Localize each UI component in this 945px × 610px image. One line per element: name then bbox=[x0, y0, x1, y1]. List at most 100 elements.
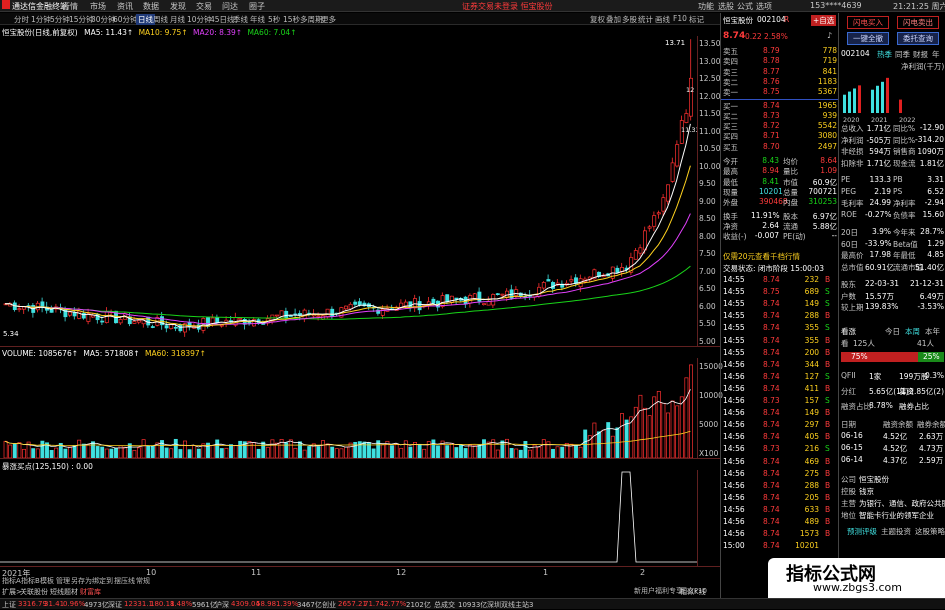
period-5min[interactable]: 5分钟 bbox=[50, 15, 70, 24]
side-tab-year[interactable]: 年 bbox=[932, 50, 940, 59]
tab-guanlian[interactable]: 关联股份 bbox=[20, 588, 48, 596]
menu-faxian[interactable]: 发现 bbox=[170, 2, 186, 11]
sell-row[interactable]: 卖二 8.76 1183 bbox=[721, 77, 839, 87]
volume-chart[interactable] bbox=[0, 358, 698, 458]
volume-bar bbox=[592, 422, 597, 458]
buy-row[interactable]: 买五 8.70 2497 bbox=[721, 142, 839, 152]
sentiment-tab-week[interactable]: 本周 bbox=[905, 327, 920, 336]
tab-bangding[interactable]: 绑定到 bbox=[92, 577, 113, 585]
qfii-label: QFII bbox=[841, 371, 856, 380]
period-more[interactable]: 更多 bbox=[321, 15, 336, 24]
buy-row[interactable]: 买二 8.73 939 bbox=[721, 111, 839, 121]
menu-wenda[interactable]: 问达 bbox=[222, 2, 238, 11]
tab-zhibiao-b[interactable]: 指标B bbox=[21, 577, 40, 585]
tab-caifuku[interactable]: 财富库 bbox=[80, 588, 101, 596]
sell-row[interactable]: 卖三 8.77 841 bbox=[721, 67, 839, 77]
menu-shuju[interactable]: 数据 bbox=[143, 2, 159, 11]
idx-cy-name[interactable]: 创业 bbox=[322, 601, 336, 609]
tick-volume: 149 bbox=[804, 299, 819, 309]
side-tab-hot[interactable]: 热季 bbox=[877, 50, 892, 59]
flash-sell-button[interactable]: 闪电卖出 bbox=[897, 16, 939, 29]
period-15min[interactable]: 15分钟 bbox=[69, 15, 94, 24]
menu-xuanxiang[interactable]: 选项 bbox=[756, 2, 772, 11]
menu-gongneng[interactable]: 功能 bbox=[698, 2, 714, 11]
tab-duanxian[interactable]: 短线题材 bbox=[50, 588, 78, 596]
tab-moban[interactable]: 模板 bbox=[40, 577, 54, 585]
buy-row[interactable]: 买四 8.71 3080 bbox=[721, 131, 839, 141]
candle-body bbox=[201, 317, 206, 331]
link-forecast[interactable]: 预测评级 bbox=[847, 527, 877, 536]
period-quarter[interactable]: 季线 bbox=[233, 15, 248, 24]
tab-xiangsi[interactable]: 相似K线 bbox=[680, 588, 706, 596]
period-daily[interactable]: 日线 bbox=[136, 14, 155, 25]
promo-qiandang[interactable]: 仅需20元查看千档行情 bbox=[723, 252, 801, 261]
buy-row[interactable]: 买一 8.74 1965 bbox=[721, 101, 839, 111]
side-tab-report[interactable]: 财报 bbox=[913, 50, 928, 59]
period-year[interactable]: 年线 bbox=[250, 15, 265, 24]
period-multi[interactable]: 多周期 bbox=[300, 15, 323, 24]
tab-f10[interactable]: 图文F10 bbox=[680, 587, 707, 595]
sentiment-tab-year[interactable]: 本年 bbox=[925, 327, 940, 336]
user-phone[interactable]: 153****4639 bbox=[810, 1, 862, 10]
period-1min[interactable]: 1分钟 bbox=[31, 15, 51, 24]
tab-baiyaxian[interactable]: 摆压线 bbox=[114, 577, 135, 585]
tool-tongji[interactable]: 统计 bbox=[638, 15, 653, 24]
cancel-all-button[interactable]: 一键全撤 bbox=[847, 32, 889, 45]
volume-bar bbox=[472, 445, 477, 458]
qfii-value-2: 融券占比 bbox=[899, 402, 929, 411]
tool-diejia[interactable]: 叠加 bbox=[606, 15, 621, 24]
sell-row[interactable]: 卖五 8.79 778 bbox=[721, 46, 839, 56]
sentiment-tab-today[interactable]: 今日 bbox=[885, 327, 900, 336]
period-fenshi[interactable]: 分时 bbox=[14, 15, 29, 24]
tab-kuozhan[interactable]: 扩展> bbox=[2, 588, 22, 596]
tool-huaxian[interactable]: 画线 bbox=[655, 15, 670, 24]
period-10min[interactable]: 10分钟 bbox=[187, 15, 212, 24]
volume-legend: VOLUME: 1085676↑ MA5: 571808↑ MA60: 3183… bbox=[2, 349, 206, 358]
tab-lingcunwei[interactable]: 另存为 bbox=[71, 577, 92, 585]
sell-row[interactable]: 卖一 8.75 5367 bbox=[721, 87, 839, 97]
tool-duogu[interactable]: 多股 bbox=[622, 15, 637, 24]
period-15sec[interactable]: 15秒 bbox=[283, 15, 301, 24]
tab-changgui[interactable]: 常规 bbox=[136, 577, 150, 585]
menu-zixun[interactable]: 资讯 bbox=[117, 2, 133, 11]
period-30min[interactable]: 30分钟 bbox=[91, 15, 116, 24]
period-monthly[interactable]: 月线 bbox=[170, 15, 185, 24]
period-45day[interactable]: 45日线 bbox=[210, 15, 235, 24]
period-60min[interactable]: 60分钟 bbox=[113, 15, 138, 24]
buy-row[interactable]: 买三 8.72 5542 bbox=[721, 121, 839, 131]
menu-hangqing[interactable]: 行情 bbox=[62, 2, 78, 11]
menu-xuangu[interactable]: 选股 bbox=[718, 2, 734, 11]
price-axis-label: 8.50 bbox=[699, 214, 716, 223]
server-name[interactable]: 深圳双线主站3 bbox=[487, 601, 534, 609]
add-favorite-button[interactable]: +自选 bbox=[811, 15, 837, 26]
idx-hs-name[interactable]: 沪深 bbox=[215, 601, 229, 609]
promo-newuser[interactable]: 新用户福利专享 bbox=[634, 587, 683, 595]
flash-buy-button[interactable]: 闪电买入 bbox=[847, 16, 889, 29]
period-weekly[interactable]: 周线 bbox=[153, 15, 168, 24]
sell-row[interactable]: 卖四 8.78 719 bbox=[721, 56, 839, 66]
idx-sh-name[interactable]: 上证 bbox=[2, 601, 16, 609]
tab-guanli[interactable]: 管理 bbox=[56, 577, 70, 585]
side-tab-same[interactable]: 同季 bbox=[895, 50, 910, 59]
order-query-button[interactable]: 委托查询 bbox=[897, 32, 939, 45]
tool-biaoji[interactable]: 标记 bbox=[689, 15, 704, 24]
period-5sec[interactable]: 5秒 bbox=[268, 15, 281, 24]
menu-gongshi[interactable]: 公式 bbox=[737, 2, 753, 11]
volume-bar bbox=[35, 448, 40, 458]
volume-bar bbox=[509, 448, 514, 458]
tick-time: 14:56 bbox=[723, 480, 745, 490]
candle-body bbox=[330, 308, 335, 317]
candlestick-chart[interactable]: 5.34 13.71 12 11.33 bbox=[0, 36, 698, 346]
menu-quanzi[interactable]: 圈子 bbox=[249, 2, 265, 11]
tool-f10[interactable]: F10 bbox=[673, 14, 687, 23]
tab-zhibiao-a[interactable]: 指标A bbox=[2, 577, 21, 585]
menu-shichang[interactable]: 市场 bbox=[90, 2, 106, 11]
link-theme[interactable]: 主题投资 bbox=[881, 527, 911, 536]
link-strategy[interactable]: 这股策略 bbox=[915, 527, 945, 536]
idx-sz-name[interactable]: 深证 bbox=[108, 601, 122, 609]
tool-fuquan[interactable]: 复权 bbox=[590, 15, 605, 24]
bell-icon[interactable]: ♪ bbox=[827, 31, 833, 40]
indicator-chart[interactable] bbox=[0, 470, 698, 566]
menu-jiaoyi[interactable]: 交易 bbox=[196, 2, 212, 11]
login-notice[interactable]: 证券交易未登录 恒宝股份 bbox=[462, 2, 553, 11]
